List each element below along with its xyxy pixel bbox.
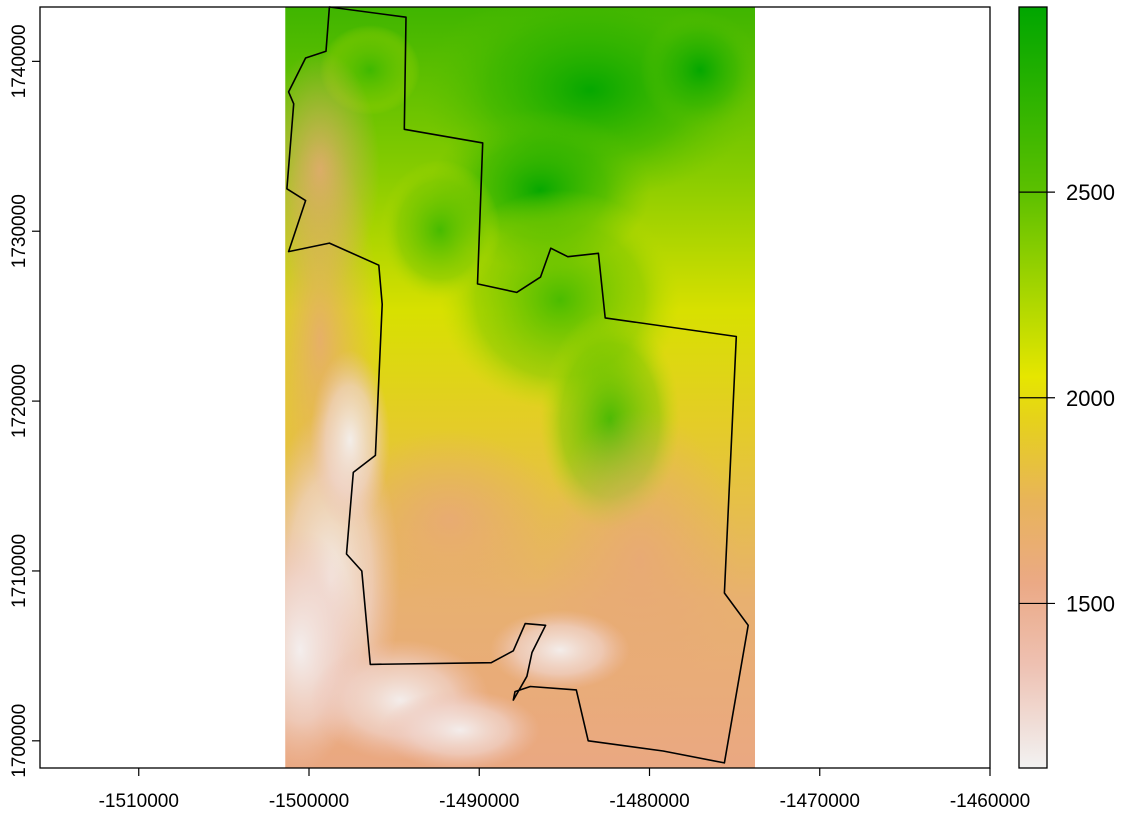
y-tick-label-1: 1710000 [9, 534, 30, 608]
color-legend: 1500 2000 2500 [1018, 6, 1115, 769]
x-tick-label-0: -1510000 [99, 791, 179, 812]
y-tick-label-2: 1720000 [9, 364, 30, 438]
raster-texture-15 [310, 350, 390, 530]
legend-tick-label-1: 2000 [1066, 386, 1115, 411]
x-tick-label-3: -1480000 [609, 791, 689, 812]
y-tick-label-0: 1700000 [9, 704, 30, 778]
legend-tick-label-2: 2500 [1066, 180, 1115, 205]
raster-texture-5 [380, 160, 500, 300]
elevation-raster [285, 7, 756, 768]
raster-texture-2 [640, 10, 756, 130]
plot-frame [39, 6, 991, 769]
legend-tick-label-0: 1500 [1066, 591, 1115, 616]
x-tick-label-4: -1470000 [780, 791, 860, 812]
y-axis: 1700000 1710000 1720000 1730000 1740000 [9, 24, 40, 778]
raster-texture-16 [380, 690, 540, 768]
legend-colorbar [1018, 6, 1048, 769]
x-tick-label-1: -1500000 [269, 791, 349, 812]
x-tick-label-5: -1460000 [950, 791, 1030, 812]
x-axis: -1510000 -1500000 -1490000 -1480000 -1470000… [99, 768, 1030, 812]
x-tick-label-2: -1490000 [439, 791, 519, 812]
raster-texture-14 [490, 610, 630, 690]
y-tick-label-4: 1740000 [9, 24, 30, 98]
study-area-boundary [286, 6, 750, 764]
y-tick-label-3: 1730000 [9, 194, 30, 268]
